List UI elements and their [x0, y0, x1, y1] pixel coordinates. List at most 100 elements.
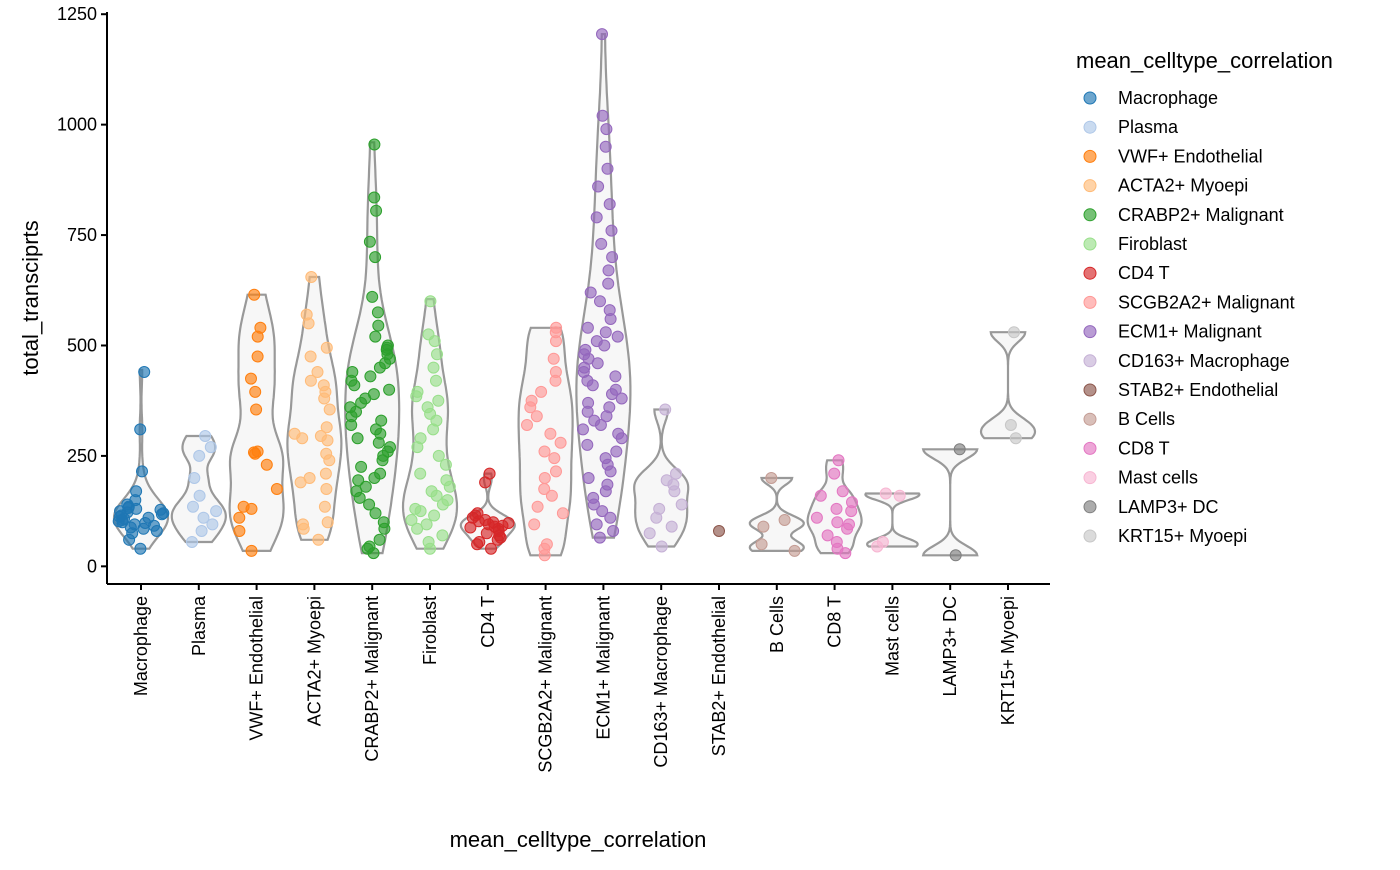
data-point	[554, 436, 567, 449]
legend-label: LAMP3+ DC	[1118, 497, 1219, 517]
data-point	[409, 502, 422, 515]
data-point	[432, 449, 445, 462]
data-point	[1009, 432, 1022, 445]
x-tick-label: CD163+ Macrophage	[651, 596, 671, 768]
data-point	[582, 472, 595, 484]
data-point	[371, 306, 384, 319]
y-tick-label: 1000	[57, 115, 97, 135]
data-point	[606, 251, 619, 264]
data-point	[206, 518, 219, 531]
violin-shape	[921, 448, 979, 557]
data-point	[319, 467, 332, 480]
legend-label: ACTA2+ Myoepi	[1118, 176, 1248, 196]
legend-key	[1083, 500, 1097, 514]
data-point	[377, 516, 390, 529]
data-point	[893, 489, 906, 502]
data-point	[136, 465, 148, 478]
data-point	[660, 474, 673, 487]
legend-label: Firoblast	[1118, 234, 1187, 254]
data-point	[765, 472, 778, 484]
x-tick-layer: Macrophage Plasma VWF+ Endothelial ACTA2+ M…	[131, 584, 1018, 773]
x-tick-label: VWF+ Endothelial	[247, 596, 267, 741]
legend-label: VWF+ Endothelial	[1118, 146, 1263, 166]
data-point	[655, 540, 668, 553]
data-point	[788, 544, 801, 557]
data-point	[611, 330, 624, 343]
data-point	[346, 366, 359, 378]
data-point	[142, 511, 155, 524]
data-point	[270, 483, 283, 495]
data-point	[304, 374, 317, 387]
data-point	[601, 478, 614, 491]
data-point	[134, 542, 147, 555]
data-point	[375, 414, 388, 427]
data-point	[603, 198, 616, 211]
data-point	[836, 485, 849, 498]
y-tick-layer: 0 250 500 750 1000 1250	[57, 4, 107, 576]
legend: mean_celltype_correlation Macrophage Plas…	[1076, 48, 1333, 546]
data-point	[485, 542, 497, 555]
data-point	[471, 507, 484, 520]
data-point	[603, 304, 616, 317]
data-point	[405, 514, 418, 526]
data-point	[778, 514, 791, 526]
data-point	[530, 410, 543, 423]
data-point	[810, 511, 823, 524]
data-point	[245, 372, 257, 385]
data-point	[204, 441, 217, 454]
x-tick-label: KRT15+ Myoepi	[998, 596, 1018, 725]
data-point	[193, 489, 206, 502]
data-point	[297, 518, 309, 531]
x-tick-label: STAB2+ Endothelial	[709, 596, 729, 756]
legend-key	[1083, 266, 1097, 280]
data-point	[436, 529, 449, 542]
data-point	[596, 109, 609, 122]
data-point	[607, 525, 620, 537]
data-point	[374, 467, 387, 480]
y-tick-label: 1250	[57, 4, 97, 24]
data-point	[953, 443, 966, 456]
data-point	[439, 458, 452, 471]
data-point	[545, 489, 558, 502]
data-point	[187, 500, 199, 513]
x-tick-label: ECM1+ Malignant	[593, 596, 613, 740]
data-point	[249, 385, 262, 398]
data-point	[317, 379, 330, 392]
data-point	[321, 516, 334, 529]
data-point	[525, 394, 538, 407]
data-point	[352, 474, 365, 487]
data-point	[381, 339, 394, 352]
data-point	[422, 536, 435, 548]
violin-shape	[228, 293, 285, 552]
data-point	[422, 328, 435, 341]
data-point	[420, 518, 433, 531]
data-point	[323, 403, 336, 416]
data-point	[659, 403, 672, 416]
x-tick-label: Firoblast	[420, 596, 440, 665]
y-axis-title: total_transciprts	[18, 220, 43, 375]
legend-label: KRT15+ Myoepi	[1118, 526, 1247, 546]
data-point	[320, 483, 333, 495]
data-point	[830, 536, 843, 548]
data-point	[590, 335, 603, 348]
data-point	[531, 500, 544, 513]
data-point	[643, 527, 656, 540]
data-point	[320, 421, 333, 434]
data-point	[814, 489, 827, 502]
legend-key	[1083, 383, 1097, 397]
data-point	[828, 467, 841, 480]
data-point	[432, 394, 445, 407]
data-point	[590, 518, 603, 531]
data-point	[582, 396, 595, 409]
data-point	[540, 538, 553, 551]
data-point	[372, 319, 385, 332]
legend-key	[1083, 237, 1097, 251]
data-point	[369, 507, 382, 520]
data-point	[528, 518, 541, 531]
data-point	[550, 465, 562, 478]
data-point	[237, 500, 250, 513]
x-tick-label: CD4 T	[478, 596, 498, 648]
data-point	[599, 326, 612, 339]
data-point	[384, 441, 396, 454]
